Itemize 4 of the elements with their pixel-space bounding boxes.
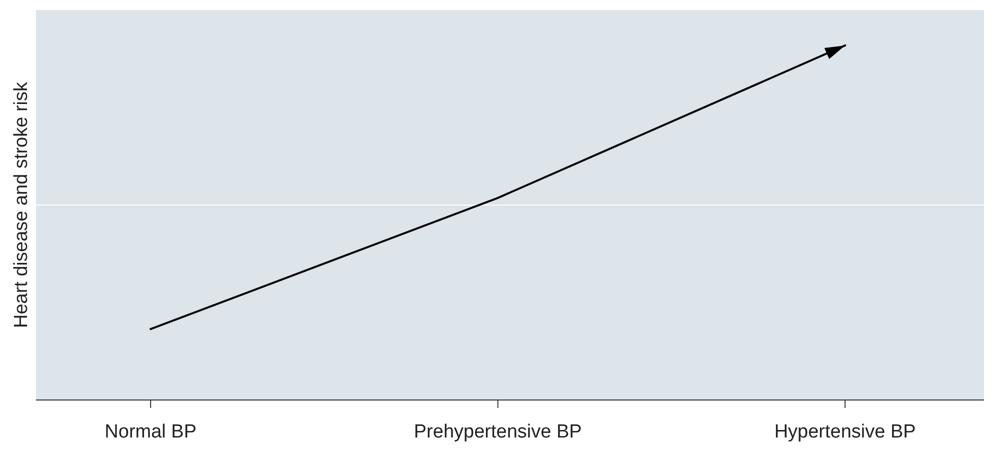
x-tick-label: Prehypertensive BP bbox=[414, 421, 582, 442]
y-axis-title: Heart disease and stroke risk bbox=[11, 81, 32, 328]
x-tick-label: Hypertensive BP bbox=[774, 421, 916, 442]
x-tick-label: Normal BP bbox=[104, 421, 197, 442]
